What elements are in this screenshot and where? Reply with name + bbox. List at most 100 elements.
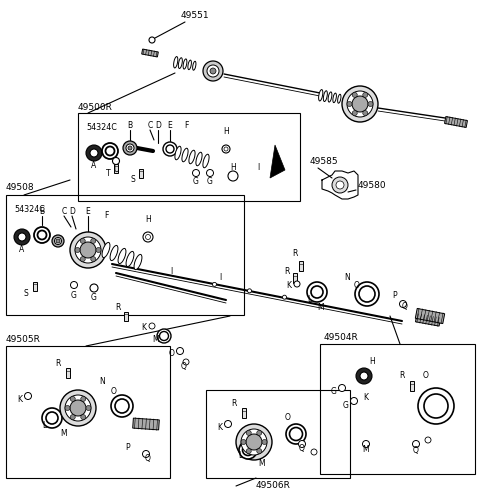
Text: B: B: [39, 207, 45, 215]
Text: G: G: [343, 401, 349, 411]
Circle shape: [352, 92, 357, 98]
Text: R: R: [292, 249, 298, 258]
Text: H: H: [230, 164, 236, 173]
Circle shape: [360, 372, 368, 380]
Circle shape: [123, 141, 137, 155]
Circle shape: [347, 102, 352, 106]
Bar: [320, 344, 475, 474]
Circle shape: [81, 396, 86, 401]
Text: G: G: [91, 293, 97, 303]
Circle shape: [56, 239, 60, 243]
Circle shape: [399, 301, 407, 308]
Bar: [293, 273, 297, 283]
Text: K: K: [287, 282, 291, 290]
Ellipse shape: [333, 93, 336, 103]
Circle shape: [75, 237, 101, 263]
Circle shape: [224, 147, 228, 151]
Circle shape: [157, 329, 171, 343]
Text: F: F: [184, 120, 188, 130]
Text: N: N: [99, 378, 105, 387]
Circle shape: [91, 256, 96, 262]
Circle shape: [42, 408, 62, 428]
Text: R: R: [115, 304, 120, 313]
Text: L: L: [307, 294, 311, 304]
Circle shape: [332, 177, 348, 193]
Circle shape: [86, 145, 102, 161]
Circle shape: [111, 395, 133, 417]
Bar: [114, 164, 118, 173]
Circle shape: [18, 233, 26, 241]
Circle shape: [37, 231, 47, 240]
Circle shape: [70, 400, 86, 416]
Circle shape: [166, 145, 174, 153]
Text: O: O: [111, 387, 117, 396]
Bar: [242, 408, 246, 418]
Circle shape: [71, 282, 77, 288]
Text: M: M: [153, 336, 159, 345]
Circle shape: [352, 96, 368, 112]
Ellipse shape: [192, 61, 196, 70]
Text: Q: Q: [145, 454, 151, 462]
Text: O: O: [423, 372, 429, 381]
Circle shape: [359, 286, 375, 302]
Text: 49505R: 49505R: [6, 334, 41, 344]
Ellipse shape: [175, 146, 181, 160]
Ellipse shape: [174, 57, 178, 68]
Circle shape: [143, 232, 153, 242]
Bar: [78, 113, 300, 201]
Circle shape: [239, 441, 257, 459]
Text: B: B: [127, 120, 132, 130]
Circle shape: [159, 331, 168, 341]
Text: I: I: [219, 273, 221, 282]
Text: D: D: [69, 207, 75, 215]
Circle shape: [207, 65, 219, 77]
Polygon shape: [444, 116, 468, 128]
Circle shape: [246, 434, 262, 450]
Text: 54324C: 54324C: [14, 206, 45, 214]
Circle shape: [356, 368, 372, 384]
Text: K: K: [142, 323, 146, 332]
Text: L: L: [238, 452, 242, 460]
Circle shape: [65, 395, 91, 421]
Ellipse shape: [182, 148, 188, 162]
Circle shape: [102, 143, 118, 159]
Circle shape: [149, 37, 155, 43]
Circle shape: [163, 142, 177, 156]
Circle shape: [96, 247, 101, 252]
Circle shape: [70, 415, 75, 420]
Text: 49551: 49551: [181, 11, 210, 21]
Circle shape: [210, 68, 216, 74]
Bar: [6, 195, 244, 315]
Text: F: F: [104, 211, 108, 219]
Ellipse shape: [179, 58, 182, 69]
Text: 49504R: 49504R: [324, 332, 359, 342]
Text: U: U: [113, 165, 119, 174]
Text: I: I: [170, 267, 172, 276]
Circle shape: [213, 282, 216, 286]
Circle shape: [286, 424, 306, 444]
Bar: [6, 346, 170, 478]
Circle shape: [336, 181, 344, 189]
Ellipse shape: [319, 90, 323, 101]
Text: S: S: [24, 288, 28, 297]
Circle shape: [192, 170, 200, 176]
Circle shape: [86, 406, 91, 411]
Circle shape: [338, 385, 346, 391]
Circle shape: [70, 396, 75, 401]
Circle shape: [128, 146, 132, 150]
Circle shape: [80, 242, 96, 258]
Text: A: A: [19, 245, 24, 253]
Text: 49580: 49580: [358, 181, 386, 190]
Circle shape: [246, 430, 251, 435]
Ellipse shape: [102, 243, 110, 257]
Text: 49506R: 49506R: [256, 482, 291, 491]
Text: H: H: [223, 127, 229, 136]
Circle shape: [289, 427, 302, 441]
Circle shape: [115, 399, 129, 413]
Text: M: M: [363, 446, 369, 455]
Circle shape: [368, 102, 373, 106]
Bar: [139, 169, 143, 177]
Circle shape: [246, 449, 251, 454]
Bar: [33, 282, 37, 290]
Circle shape: [34, 227, 50, 243]
